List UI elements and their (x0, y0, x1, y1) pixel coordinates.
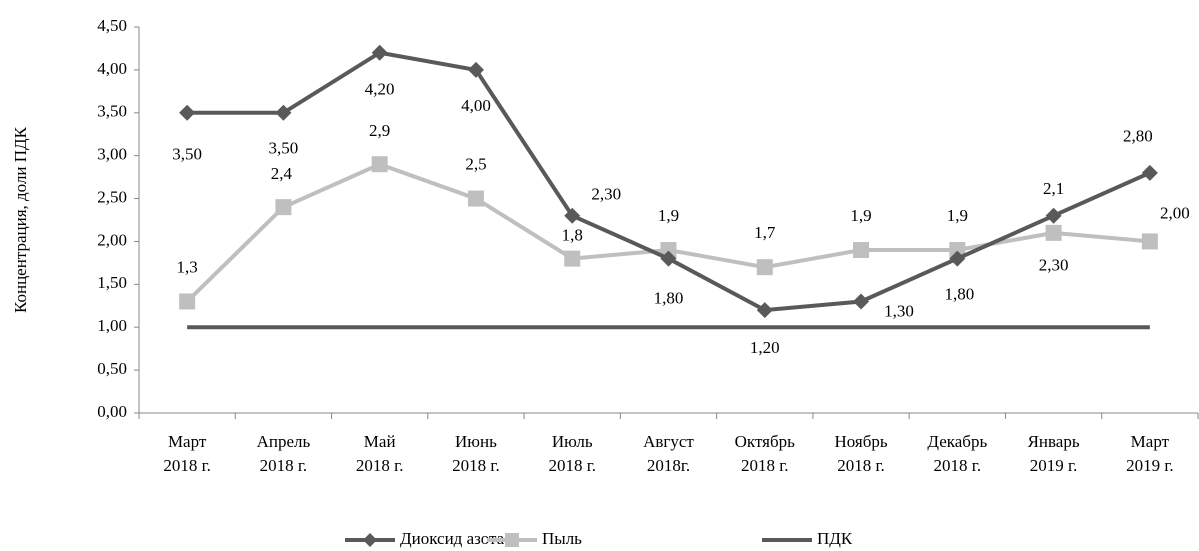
x-tick-label: Январь (1028, 432, 1080, 451)
marker (1045, 207, 1062, 224)
data-label: 2,00 (1160, 203, 1190, 222)
marker (179, 104, 196, 121)
y-tick-label: 4,00 (97, 59, 127, 78)
x-tick-label: Май (364, 432, 396, 451)
data-label: 2,30 (591, 185, 621, 204)
marker (756, 302, 773, 319)
marker (1045, 224, 1062, 241)
data-label: 1,7 (754, 223, 776, 242)
y-tick-label: 2,50 (97, 187, 127, 206)
data-label: 1,80 (944, 285, 974, 304)
y-tick-label: 4,50 (97, 16, 127, 35)
y-tick-label: 1,50 (97, 273, 127, 292)
data-label: 2,4 (271, 164, 293, 183)
marker (467, 61, 484, 78)
marker (660, 242, 677, 259)
data-label: 2,5 (465, 154, 486, 173)
x-tick-label: 2018 г. (548, 456, 596, 475)
data-label: 3,50 (172, 145, 202, 164)
marker (660, 250, 677, 267)
data-label: 2,9 (369, 121, 390, 140)
y-tick-label: 3,50 (97, 102, 127, 121)
legend-label: Диоксид азота (400, 529, 505, 548)
y-axis-label: Концентрация, доли ПДК (11, 126, 30, 313)
x-tick-label: 2018 г. (163, 456, 211, 475)
marker (275, 199, 292, 216)
data-label: 3,50 (269, 139, 299, 158)
data-label: 1,9 (947, 206, 968, 225)
marker (467, 190, 484, 207)
y-tick-label: 2,00 (97, 230, 127, 249)
series-line (187, 50, 1151, 313)
data-label: 2,80 (1123, 127, 1153, 146)
marker (853, 293, 870, 310)
data-label: 1,8 (562, 226, 583, 245)
y-tick-label: 0,00 (97, 402, 127, 421)
marker (564, 250, 581, 267)
series-line (185, 162, 1151, 303)
data-label: 1,20 (750, 338, 780, 357)
x-tick-label: 2018 г. (452, 456, 500, 475)
marker (371, 44, 388, 61)
x-tick-label: Октябрь (735, 432, 795, 451)
x-tick-label: 2018 г. (837, 456, 885, 475)
x-tick-label: Апрель (257, 432, 311, 451)
legend-marker (363, 533, 377, 547)
x-tick-label: 2018 г. (934, 456, 982, 475)
marker (756, 259, 773, 276)
marker (1141, 233, 1158, 250)
legend-marker (505, 533, 519, 547)
x-tick-label: Март (168, 432, 207, 451)
marker (949, 250, 966, 267)
x-tick-label: Декабрь (927, 432, 987, 451)
data-label: 2,30 (1039, 256, 1069, 275)
x-tick-label: Март (1131, 432, 1170, 451)
x-tick-label: Июнь (455, 432, 497, 451)
y-tick-label: 3,00 (97, 145, 127, 164)
x-tick-label: 2018 г. (356, 456, 404, 475)
data-label: 2,1 (1043, 179, 1064, 198)
legend-label: Пыль (542, 529, 582, 548)
y-tick-label: 0,50 (97, 359, 127, 378)
y-tick-label: 1,00 (97, 316, 127, 335)
x-tick-label: Август (643, 432, 694, 451)
data-label: 1,3 (177, 257, 198, 276)
marker (371, 156, 388, 173)
marker (949, 242, 966, 259)
data-label: 1,80 (654, 289, 684, 308)
marker (275, 104, 292, 121)
marker (853, 242, 870, 259)
marker (564, 207, 581, 224)
marker (1141, 164, 1158, 181)
x-tick-label: 2018 г. (741, 456, 789, 475)
marker (179, 293, 196, 310)
x-tick-label: 2018 г. (260, 456, 308, 475)
data-label: 1,30 (884, 301, 914, 320)
legend-label: ПДК (817, 529, 853, 548)
data-label: 1,9 (850, 206, 871, 225)
data-label: 4,20 (365, 80, 395, 99)
data-label: 4,00 (461, 96, 491, 115)
x-tick-label: Ноябрь (834, 432, 887, 451)
x-tick-label: Июль (552, 432, 593, 451)
x-tick-label: 2018г. (647, 456, 690, 475)
data-label: 1,9 (658, 206, 679, 225)
x-tick-label: 2019 г. (1126, 456, 1174, 475)
x-tick-label: 2019 г. (1030, 456, 1078, 475)
